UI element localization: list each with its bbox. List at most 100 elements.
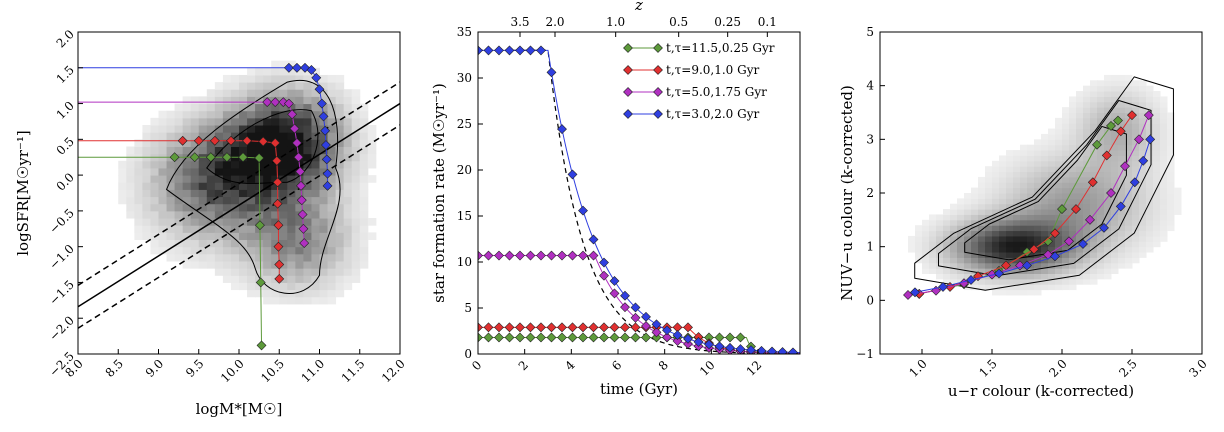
density-cell xyxy=(230,282,240,291)
legend-marker xyxy=(623,65,633,75)
density-cell xyxy=(1153,166,1161,173)
density-cell xyxy=(271,89,280,97)
density-cell xyxy=(1104,96,1112,103)
density-cell xyxy=(1125,241,1133,248)
density-cell xyxy=(1132,80,1140,87)
density-cell xyxy=(999,166,1007,173)
density-cell xyxy=(311,103,320,112)
density-cell xyxy=(263,203,272,212)
sfh-point xyxy=(641,321,651,331)
density-cell xyxy=(1076,182,1084,189)
track-point xyxy=(1106,120,1116,131)
sfh-point xyxy=(630,312,641,323)
density-cell xyxy=(158,110,168,119)
density-cell xyxy=(1055,268,1063,274)
density-cell xyxy=(1160,182,1168,189)
y-tick-label: 0 xyxy=(866,293,874,307)
density-cell xyxy=(239,175,248,183)
density-cell xyxy=(351,210,361,219)
density-cell xyxy=(311,89,320,97)
density-cell xyxy=(1153,96,1161,103)
track-point xyxy=(322,180,333,191)
density-cell xyxy=(142,167,151,176)
plot-area-right xyxy=(903,74,1182,300)
density-cell xyxy=(319,210,329,219)
sfh-point xyxy=(515,45,525,56)
density-cell xyxy=(950,225,958,232)
density-cell xyxy=(319,282,329,291)
density-cell xyxy=(1118,112,1126,119)
density-cell xyxy=(174,117,184,126)
density-cell xyxy=(263,146,272,155)
density-cell xyxy=(174,175,184,183)
density-cell xyxy=(1020,241,1028,248)
density-cell xyxy=(239,103,248,112)
density-cell xyxy=(1069,235,1077,242)
density-cell xyxy=(1041,225,1049,232)
track-point xyxy=(1029,244,1039,255)
density-cell xyxy=(1041,187,1049,194)
density-cell xyxy=(1146,187,1154,194)
density-cell xyxy=(247,160,256,169)
density-cell xyxy=(1139,85,1147,92)
density-cell xyxy=(985,166,993,173)
density-cell xyxy=(198,203,208,212)
density-cell xyxy=(1139,209,1147,215)
sfh-point xyxy=(525,332,536,343)
density-cell xyxy=(1104,80,1112,87)
density-cell xyxy=(174,218,184,226)
density-cell xyxy=(999,235,1007,242)
density-cell xyxy=(319,189,329,198)
density-cell xyxy=(1104,91,1112,97)
density-cell xyxy=(134,146,143,155)
density-cell xyxy=(222,160,232,169)
density-cell xyxy=(319,167,329,176)
density-cell xyxy=(359,117,369,126)
density-cell xyxy=(343,189,353,198)
density-cell xyxy=(287,182,296,190)
density-cell xyxy=(351,275,361,283)
density-cell xyxy=(1048,193,1056,199)
density-cell xyxy=(1118,262,1126,269)
density-cell xyxy=(1132,166,1140,173)
density-cell xyxy=(174,110,184,119)
density-cell xyxy=(247,74,256,83)
x-axis-label: time (Gyr) xyxy=(600,380,678,398)
density-cell xyxy=(134,210,143,219)
density-cell xyxy=(319,260,329,269)
density-cell xyxy=(190,96,200,105)
density-cell xyxy=(1083,193,1091,199)
track-point xyxy=(289,123,300,134)
density-cell xyxy=(929,262,937,269)
density-cell xyxy=(295,232,304,241)
density-cell xyxy=(971,262,979,269)
density-cell xyxy=(922,219,930,226)
density-cell xyxy=(1013,160,1021,167)
density-cell xyxy=(287,82,296,90)
density-cell xyxy=(957,273,965,280)
sfh-point xyxy=(515,322,525,333)
density-cell xyxy=(351,196,361,205)
density-cell xyxy=(319,253,329,262)
density-cell xyxy=(1034,171,1042,178)
track-line-2 xyxy=(907,114,1150,296)
density-cell xyxy=(359,153,369,162)
density-cell xyxy=(978,203,986,210)
density-cell xyxy=(1167,219,1175,226)
density-cell xyxy=(1139,225,1147,232)
density-cell xyxy=(327,218,337,226)
density-cell xyxy=(142,175,151,183)
density-cell xyxy=(1069,128,1077,135)
density-cell xyxy=(190,246,200,255)
density-cell xyxy=(166,160,176,169)
density-cell xyxy=(255,146,264,155)
density-cell xyxy=(190,117,200,126)
density-cell xyxy=(1125,219,1133,226)
y-tick-label: 15 xyxy=(457,209,472,223)
density-cell xyxy=(214,232,224,241)
sfh-point xyxy=(483,250,494,261)
density-cell xyxy=(1090,155,1098,162)
y-tick-label: −1.5 xyxy=(46,277,77,308)
density-cell xyxy=(174,167,184,176)
contour-inner xyxy=(206,109,319,184)
